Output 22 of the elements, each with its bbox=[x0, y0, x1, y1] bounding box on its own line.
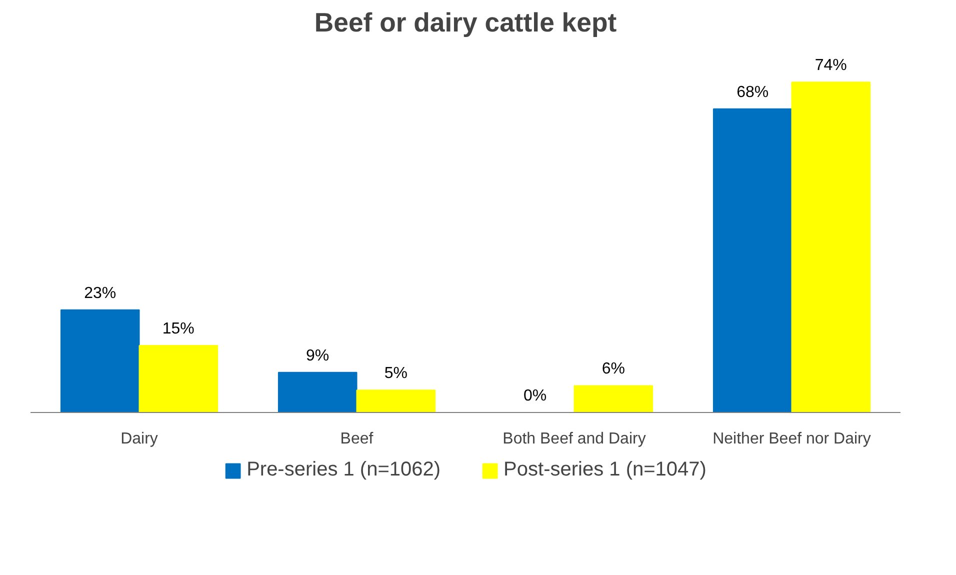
x-tick-label: Beef bbox=[340, 430, 374, 448]
bar bbox=[574, 385, 654, 412]
bar bbox=[356, 390, 436, 412]
legend-label: Post-series 1 (n=1047) bbox=[504, 458, 706, 482]
chart-title: Beef or dairy cattle kept bbox=[314, 8, 617, 38]
data-label: 9% bbox=[306, 347, 330, 364]
data-label: 68% bbox=[736, 84, 769, 101]
bar bbox=[791, 82, 871, 412]
data-label: 6% bbox=[602, 360, 625, 378]
x-tick-label: Dairy bbox=[120, 430, 158, 448]
bar bbox=[138, 345, 218, 412]
x-tick-label: Neither Beef nor Dairy bbox=[712, 430, 871, 448]
data-label: 74% bbox=[814, 57, 847, 74]
legend-label: Pre-series 1 (n=1062) bbox=[246, 458, 441, 482]
bar bbox=[712, 108, 792, 412]
data-label: 23% bbox=[84, 284, 116, 302]
x-tick-label: Both Beef and Dairy bbox=[502, 430, 646, 448]
data-label: 0% bbox=[524, 388, 547, 404]
data-label: 5% bbox=[384, 365, 408, 382]
bar bbox=[60, 309, 140, 412]
data-label: 15% bbox=[162, 320, 194, 338]
bar bbox=[278, 372, 358, 412]
